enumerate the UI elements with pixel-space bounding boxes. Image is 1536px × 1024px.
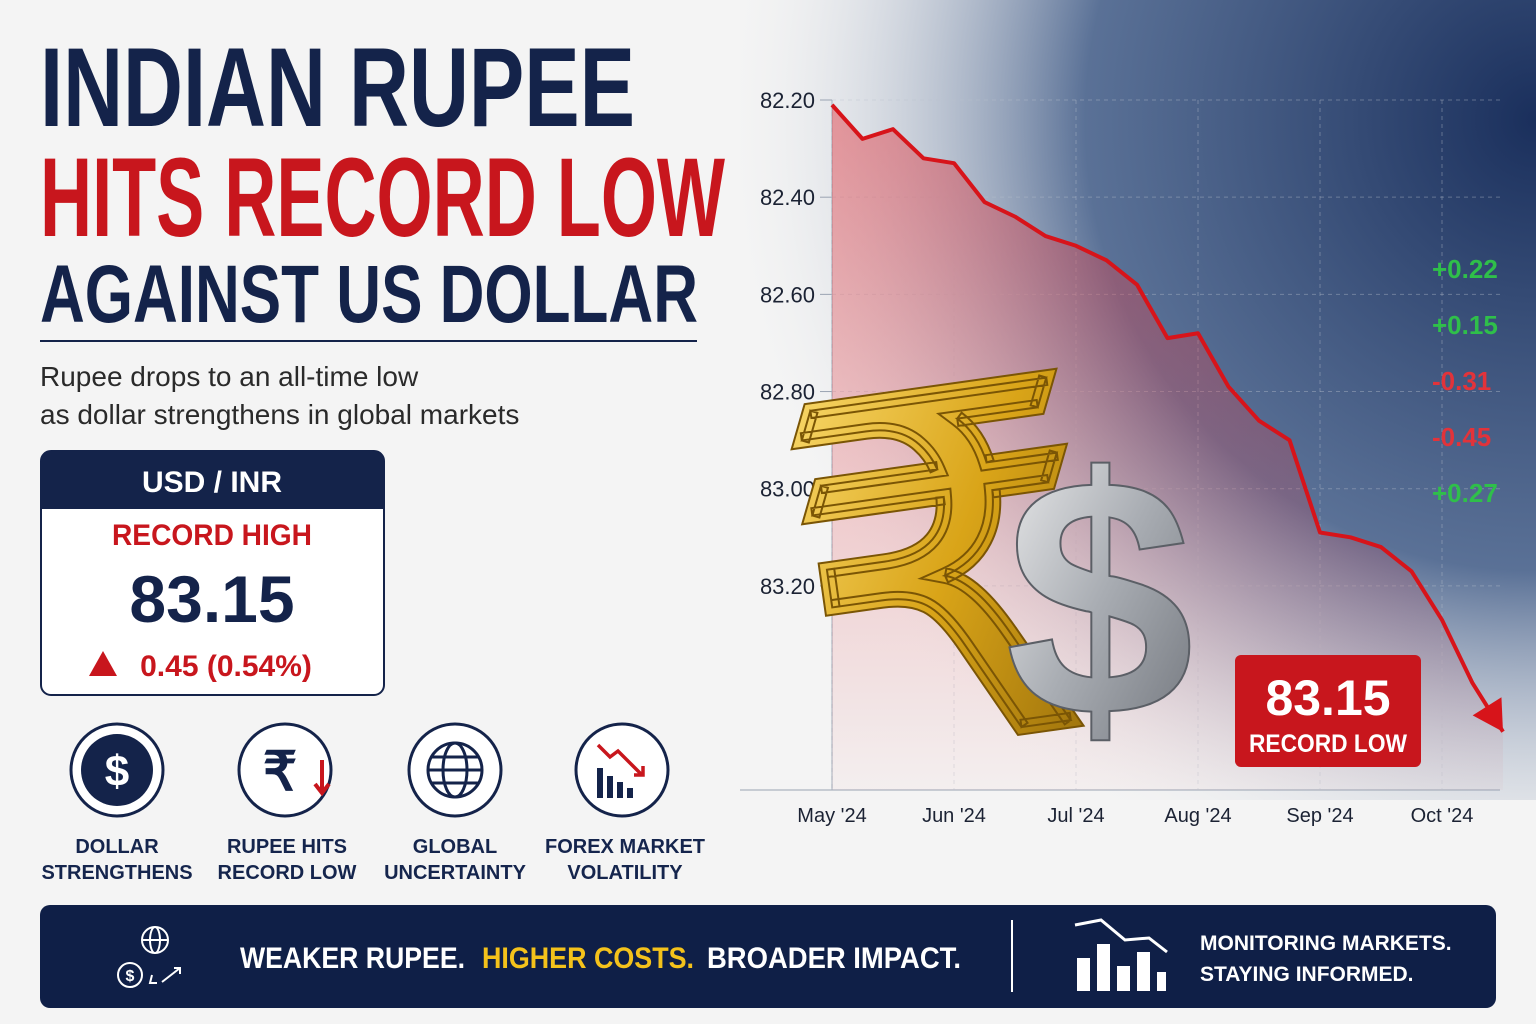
- title-line: INDIAN RUPEE: [40, 25, 635, 150]
- icon-label: STRENGTHENS: [41, 862, 192, 884]
- card-pair: USD / INR: [142, 466, 282, 499]
- card-header: [41, 451, 384, 509]
- banner-side: STAYING INFORMED.: [1200, 963, 1414, 986]
- icon-label: RECORD LOW: [218, 862, 357, 884]
- icon-label: RUPEE HITS: [227, 836, 347, 858]
- banner-bg: [40, 905, 1496, 1008]
- icon-ring: [237, 722, 333, 818]
- icon-symbol: $: [105, 747, 129, 796]
- x-tick-label: Sep '24: [1286, 805, 1353, 827]
- quote-card: USD / INR RECORD HIGH 83.15 0.45 (0.54%): [40, 450, 385, 696]
- callout-label: RECORD LOW: [1249, 730, 1407, 758]
- x-tick-label: Jul '24: [1047, 805, 1104, 827]
- banner-chart-icon: [1074, 918, 1168, 991]
- y-tick-label: 82.40: [760, 185, 815, 210]
- chart-icon: [596, 743, 645, 798]
- callout: [1235, 655, 1421, 767]
- card-value: 83.15: [129, 562, 294, 636]
- globe: [426, 741, 484, 799]
- callout-value: 83.15: [1265, 670, 1390, 726]
- icon-symbol: ₹: [263, 742, 297, 802]
- x-tick-label: Oct '24: [1411, 805, 1474, 827]
- banner-text: BROADER IMPACT.: [707, 942, 961, 975]
- dollar-illustration: $: [1005, 408, 1194, 788]
- up-triangle: [89, 651, 117, 676]
- card-label: RECORD HIGH: [112, 519, 312, 552]
- ticker-value: +0.15: [1432, 310, 1498, 340]
- ticker-value: -0.45: [1432, 422, 1491, 452]
- chart: 82.20 82.40 82.60 82.80 83.00 83.20 May '24 Jun…: [740, 88, 1505, 827]
- ticker-value: +0.27: [1432, 478, 1498, 508]
- icon-label: DOLLAR: [75, 836, 159, 858]
- area: [832, 104, 1503, 791]
- y-tick-label: 83.00: [760, 477, 815, 502]
- y-tick-label: 83.20: [760, 574, 815, 599]
- y-tick-label: 82.80: [760, 380, 815, 405]
- arrow-head: [1472, 697, 1503, 732]
- line: [830, 103, 1505, 733]
- banner-icon-symbol: $: [126, 968, 135, 985]
- icon-label: UNCERTAINTY: [384, 862, 527, 884]
- y-tick-label: 82.60: [760, 282, 815, 307]
- banner-text: WEAKER RUPEE.: [240, 942, 465, 975]
- icon-row: $ ₹ DOLLAR STRENGTHENS RUPEE HITS RECORD…: [41, 722, 705, 884]
- title-line: AGAINST US DOLLAR: [40, 249, 698, 340]
- subtitle: Rupee drops to an all-time low: [40, 361, 419, 392]
- rupee-illustration: ₹: [762, 293, 1131, 855]
- title-line: HITS RECORD LOW: [40, 135, 725, 260]
- icon-label: FOREX MARKET: [545, 836, 705, 858]
- banner-side: MONITORING MARKETS.: [1200, 932, 1452, 955]
- icon-label: GLOBAL: [413, 836, 497, 858]
- card-change: 0.45 (0.54%): [140, 650, 312, 683]
- x-tick-label: Aug '24: [1164, 805, 1231, 827]
- x-tick-label: Jun '24: [922, 805, 986, 827]
- banner-icon: [117, 926, 181, 988]
- x-tick-label: May '24: [797, 805, 866, 827]
- subtitle: as dollar strengthens in global markets: [40, 399, 519, 430]
- y-tick-label: 82.20: [760, 88, 815, 113]
- icon-ring: [574, 722, 670, 818]
- down-arrow: [313, 760, 331, 797]
- banner: $ WEAKER RUPEE. HIGHER COSTS. BROADER IM…: [40, 905, 1496, 1008]
- banner-text: HIGHER COSTS.: [482, 942, 694, 975]
- ticker-value: -0.31: [1432, 366, 1491, 396]
- icon-label: VOLATILITY: [567, 862, 683, 884]
- icon-fill: [81, 734, 153, 806]
- ticker-value: +0.22: [1432, 254, 1498, 284]
